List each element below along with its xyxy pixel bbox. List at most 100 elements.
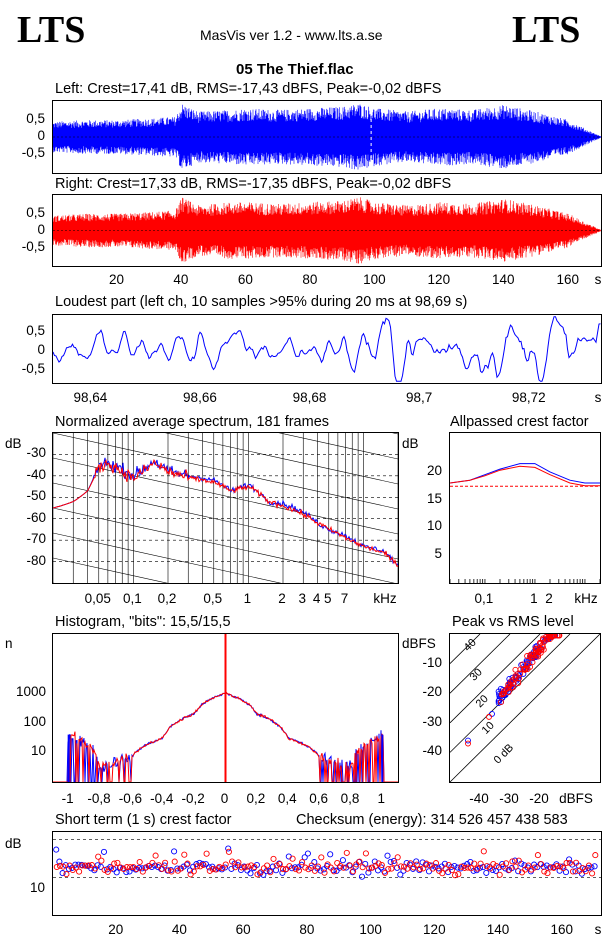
short-crest-point bbox=[448, 867, 455, 874]
loudest-xtick: 98,64 bbox=[73, 390, 108, 405]
loudest-ytick: 0 bbox=[37, 342, 45, 357]
short-crest-point bbox=[365, 869, 372, 876]
short-crest-point bbox=[499, 860, 506, 868]
short-crest-point bbox=[308, 862, 315, 869]
short-crest-point bbox=[432, 860, 440, 867]
short-crest-ytick: 10 bbox=[29, 880, 45, 895]
peak-rms-point bbox=[546, 634, 552, 640]
short-crest-point bbox=[387, 858, 394, 865]
short-crest-point bbox=[509, 858, 516, 865]
short-crest-point bbox=[560, 865, 567, 872]
left-waveform-svg bbox=[53, 101, 601, 173]
short-crest-point bbox=[92, 865, 99, 872]
spectrum-xtick: 3 bbox=[298, 591, 306, 606]
waveform-xtick: 120 bbox=[427, 272, 451, 287]
spectrum-ytick: -50 bbox=[26, 488, 46, 504]
short-crest-point bbox=[56, 862, 64, 869]
peak-rms-point bbox=[505, 689, 512, 695]
short-crest-point bbox=[53, 846, 60, 853]
short-crest-point bbox=[295, 867, 303, 874]
short-crest-point bbox=[110, 866, 117, 873]
short-crest-point bbox=[120, 865, 127, 873]
short-crest-point bbox=[420, 865, 427, 872]
spectrum-xtick: 0,2 bbox=[157, 591, 177, 606]
short-crest-point bbox=[585, 862, 592, 869]
spectrum-slope-line bbox=[53, 482, 398, 560]
short-crest-point bbox=[503, 860, 510, 867]
peak-rms-diag-label: 0 dB bbox=[492, 742, 516, 766]
spectrum-xtick: 4 bbox=[312, 591, 321, 606]
left-waveform-signal bbox=[53, 104, 601, 170]
left-waveform-plot bbox=[52, 100, 602, 174]
peak-rms-point bbox=[534, 645, 540, 652]
short-crest-point bbox=[371, 858, 378, 865]
short-crest-point bbox=[254, 871, 261, 878]
spectrum-slope-line bbox=[53, 557, 168, 583]
waveform-xtick: 140 bbox=[492, 272, 515, 287]
short-crest-point bbox=[333, 867, 340, 874]
spectrum-plot bbox=[52, 432, 399, 584]
peak-rms-diag-label: 40 bbox=[462, 637, 479, 654]
short-crest-point bbox=[515, 857, 522, 864]
peak-rms-crest-line bbox=[450, 634, 541, 724]
short-crest-point bbox=[534, 864, 541, 871]
short-crest-point bbox=[155, 862, 162, 869]
short-crest-point bbox=[257, 869, 264, 876]
short-crest-point bbox=[282, 866, 289, 873]
logo-left: LTS bbox=[17, 9, 86, 51]
short-crest-point bbox=[458, 863, 465, 870]
short-crest-point bbox=[238, 864, 245, 871]
short-crest-point bbox=[394, 864, 401, 871]
peak-rms-point bbox=[465, 740, 471, 747]
spectrum-ytick: -80 bbox=[26, 552, 46, 568]
short-crest-point bbox=[384, 852, 391, 859]
spectrum-xtick: 0,1 bbox=[122, 591, 142, 606]
peak-rms-point bbox=[516, 675, 522, 682]
short-crest-point bbox=[522, 866, 529, 873]
peak-rms-point bbox=[539, 644, 546, 650]
peak-rms-point bbox=[549, 634, 555, 640]
short-crest-point bbox=[423, 860, 430, 867]
short-crest-point bbox=[374, 867, 382, 874]
spectrum-yunit: dB bbox=[5, 436, 22, 451]
app-title: MasVis ver 1.2 - www.lts.a.se bbox=[200, 27, 383, 43]
short-crest-xtick: 40 bbox=[171, 922, 187, 937]
short-crest-point bbox=[206, 864, 213, 871]
crest-allpass-xtick: 2 bbox=[545, 591, 553, 606]
crest-allpass-ytick: 15 bbox=[426, 490, 442, 506]
histogram-title: Histogram, "bits": 15,5/15,5 bbox=[55, 614, 231, 630]
short-crest-point bbox=[139, 868, 146, 875]
short-crest-point bbox=[148, 863, 155, 871]
short-crest-svg bbox=[53, 839, 601, 880]
peak-rms-point bbox=[531, 651, 537, 658]
short-crest-point bbox=[369, 864, 376, 871]
crest-allpass-svg bbox=[450, 463, 600, 583]
histogram-xtick: -1 bbox=[61, 791, 74, 806]
short-crest-point bbox=[318, 854, 325, 861]
short-crest-point bbox=[442, 865, 449, 872]
spectrum-xtick: 1 bbox=[243, 591, 252, 606]
histogram-xtick: -0,6 bbox=[118, 791, 143, 806]
short-crest-point bbox=[247, 870, 254, 877]
spectrum-slope-line bbox=[278, 433, 398, 460]
histogram-xaxis: -1 -0,8 -0,6 -0,4 -0,2 0 0,2 0,4 0,6 0,8 1 bbox=[52, 791, 402, 807]
short-crest-xtick: 80 bbox=[299, 922, 315, 937]
short-crest-point bbox=[126, 868, 133, 875]
peak-rms-ytick: -30 bbox=[422, 713, 442, 729]
short-crest-point bbox=[171, 858, 178, 865]
short-crest-point bbox=[511, 857, 519, 864]
peak-rms-point bbox=[486, 713, 492, 720]
short-crest-point bbox=[209, 866, 216, 873]
short-crest-point bbox=[582, 868, 589, 875]
short-crest-point bbox=[534, 852, 541, 859]
crest-allpass-ytick: 5 bbox=[434, 546, 442, 562]
loudest-xtick: 98,72 bbox=[511, 390, 546, 405]
short-crest-point bbox=[550, 864, 557, 871]
short-crest-point bbox=[270, 855, 277, 862]
peak-rms-plot: 40 30 20 10 0 dB bbox=[449, 633, 601, 783]
histogram-xtick: 0,2 bbox=[246, 791, 266, 806]
short-crest-xtick: 60 bbox=[235, 922, 251, 937]
loudest-xunit: s bbox=[594, 390, 602, 405]
histogram-ytick: 1000 bbox=[15, 684, 46, 700]
loudest-xtick: 98,68 bbox=[292, 390, 327, 405]
